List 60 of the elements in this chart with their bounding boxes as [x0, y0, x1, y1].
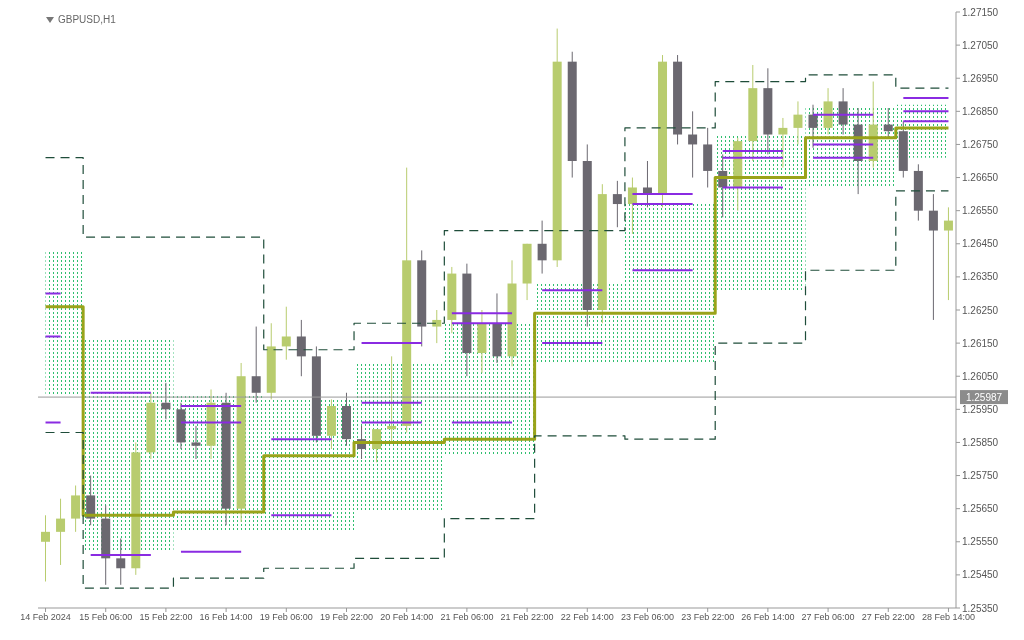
- y-tick-label: 1.27150: [962, 6, 999, 18]
- candlestick: [191, 425, 201, 460]
- x-tick-label: 28 Feb 14:00: [921, 612, 975, 623]
- chart-title: GBPUSD,H1: [58, 14, 116, 25]
- candlestick: [251, 326, 261, 404]
- y-tick-label: 1.26350: [962, 271, 999, 283]
- y-tick-label: 1.25950: [962, 403, 999, 415]
- y-tick-label: 1.25650: [962, 503, 999, 515]
- candlestick: [432, 309, 442, 344]
- candlestick: [642, 160, 652, 208]
- candlestick: [627, 177, 637, 235]
- candlestick: [116, 537, 126, 586]
- candlestick: [56, 498, 66, 566]
- candlestick: [612, 180, 622, 228]
- y-tick-label: 1.25550: [962, 536, 999, 548]
- y-tick-label: 1.25750: [962, 470, 999, 482]
- candlestick: [688, 110, 698, 179]
- ref-line-label: 1.25987: [965, 392, 1003, 404]
- candlestick: [161, 382, 171, 420]
- candlestick: [778, 117, 788, 169]
- y-tick-label: 1.26150: [962, 337, 999, 349]
- x-tick-label: 27 Feb 06:00: [801, 612, 855, 623]
- y-tick-label: 1.26050: [962, 370, 999, 382]
- y-tick-label: 1.26750: [962, 138, 999, 150]
- y-tick-label: 1.26950: [962, 72, 999, 84]
- candlestick: [793, 100, 803, 145]
- candlestick: [928, 193, 938, 321]
- x-tick-label: 14 Feb 2024: [20, 612, 71, 623]
- candlestick: [296, 319, 306, 377]
- x-tick-label: 15 Feb 06:00: [79, 612, 133, 623]
- y-tick-label: 1.27050: [962, 39, 999, 51]
- x-tick-label: 19 Feb 22:00: [319, 612, 374, 623]
- y-tick-label: 1.25350: [962, 602, 999, 614]
- x-tick-label: 19 Feb 06:00: [259, 612, 313, 623]
- candlestick: [838, 87, 848, 136]
- y-tick-label: 1.26850: [962, 105, 999, 117]
- candlestick: [808, 104, 818, 149]
- x-tick-label: 27 Feb 22:00: [861, 612, 915, 623]
- candlestick: [943, 206, 953, 301]
- x-tick-label: 21 Feb 22:00: [500, 612, 554, 623]
- x-tick-label: 20 Feb 14:00: [380, 612, 434, 623]
- x-tick-label: 22 Feb 14:00: [560, 612, 614, 623]
- y-tick-label: 1.26550: [962, 205, 999, 217]
- candlestick: [281, 306, 291, 361]
- y-tick-label: 1.25450: [962, 569, 999, 581]
- candlestick: [387, 355, 397, 443]
- x-tick-label: 23 Feb 06:00: [620, 612, 675, 623]
- y-tick-label: 1.26450: [962, 238, 999, 250]
- x-tick-label: 23 Feb 22:00: [681, 612, 735, 623]
- x-tick-label: 21 Feb 06:00: [440, 612, 494, 623]
- x-tick-label: 26 Feb 14:00: [741, 612, 795, 623]
- x-tick-label: 16 Feb 14:00: [199, 612, 253, 623]
- x-tick-label: 15 Feb 22:00: [139, 612, 193, 623]
- y-tick-label: 1.26250: [962, 304, 999, 316]
- candlestick: [41, 514, 50, 583]
- y-tick-label: 1.25850: [962, 436, 999, 448]
- candlestick: [71, 484, 81, 533]
- candlestick: [537, 220, 547, 275]
- candlestick: [883, 107, 893, 139]
- y-tick-label: 1.26650: [962, 172, 999, 184]
